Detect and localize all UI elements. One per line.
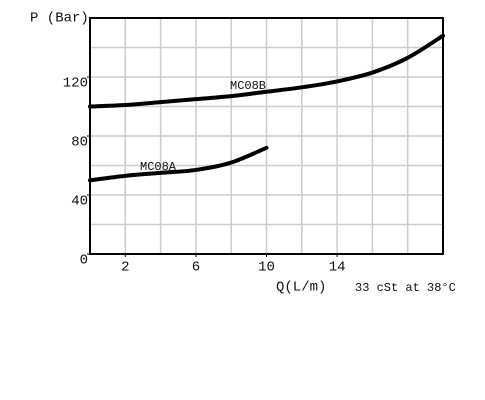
y-tick-label: 80	[71, 135, 88, 151]
x-tick-label: 14	[329, 260, 346, 276]
y-tick-label: 0	[80, 253, 88, 269]
series-label: MC08A	[140, 160, 177, 174]
y-tick-label: 120	[63, 76, 88, 92]
x-axis-label: Q(L/m)	[276, 280, 326, 296]
series-label: MC08B	[230, 79, 266, 93]
y-axis-label: P (Bar)	[30, 11, 89, 27]
x-tick-label: 6	[192, 260, 200, 276]
x-tick-label: 2	[121, 260, 129, 276]
x-tick-label: 10	[258, 260, 275, 276]
y-tick-label: 40	[71, 194, 88, 210]
note: 33 cSt at 38°C	[355, 281, 456, 295]
line	[88, 33, 445, 109]
line	[88, 145, 269, 183]
